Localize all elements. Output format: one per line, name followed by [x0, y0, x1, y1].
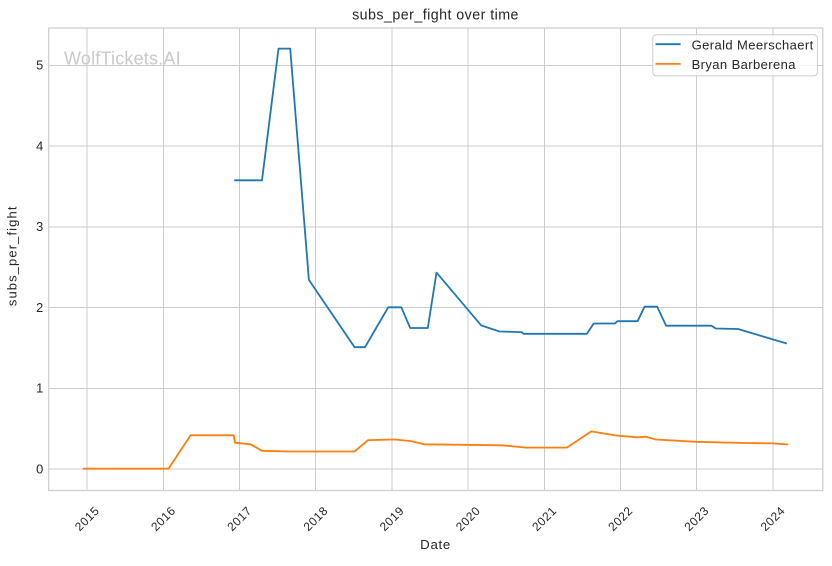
- svg-text:WolfTickets.AI: WolfTickets.AI: [64, 48, 181, 68]
- svg-text:subs_per_fight: subs_per_fight: [5, 205, 20, 306]
- svg-text:Date: Date: [420, 537, 451, 552]
- svg-text:Bryan Barberena: Bryan Barberena: [692, 57, 797, 72]
- svg-text:3: 3: [36, 219, 43, 234]
- svg-text:0: 0: [36, 461, 43, 476]
- svg-text:1: 1: [36, 381, 43, 396]
- svg-text:2: 2: [36, 300, 43, 315]
- svg-text:Gerald Meerschaert: Gerald Meerschaert: [692, 38, 814, 53]
- svg-text:5: 5: [36, 58, 43, 73]
- svg-text:subs_per_fight over time: subs_per_fight over time: [352, 8, 519, 24]
- svg-text:4: 4: [36, 139, 43, 154]
